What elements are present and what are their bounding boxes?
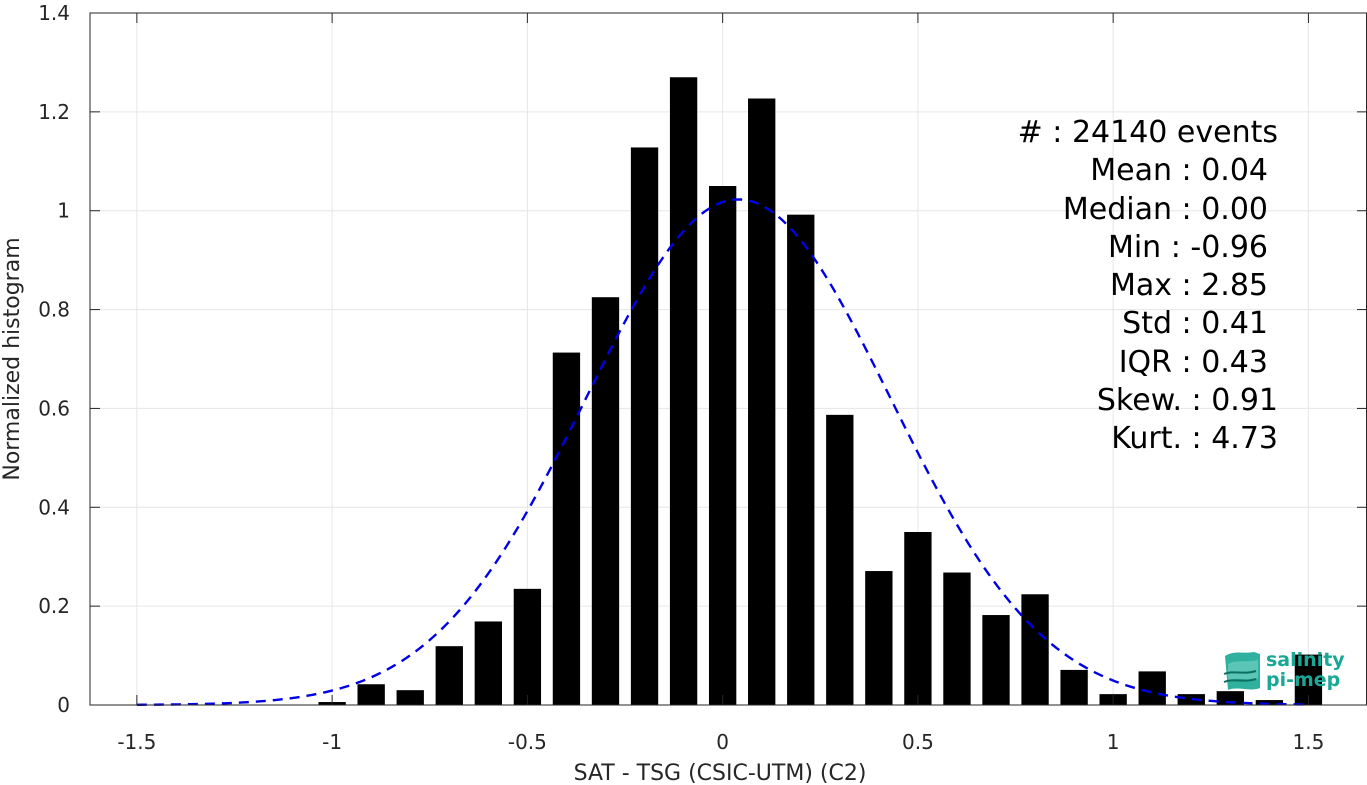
x-tick-label: -0.5 [508, 730, 547, 754]
histogram-bar [1255, 700, 1284, 705]
y-tick-label: 0 [57, 693, 70, 717]
y-axis-label: Normalized histogram [0, 237, 25, 480]
y-axis-ticks: 0 0.2 0.4 0.6 0.8 1 1.2 1.4 [38, 1, 1367, 717]
logo-text: salinity pi-mep [1266, 650, 1345, 690]
logo-line-2: pi-mep [1266, 669, 1341, 691]
stat-std: Std : 0.41 [1122, 306, 1268, 342]
histogram-bar [396, 690, 424, 705]
histogram-bar [357, 684, 385, 705]
stat-min: Min : -0.96 [1107, 229, 1268, 265]
stat-mean: Mean : 0.04 [1090, 153, 1268, 189]
y-tick-label: 0.4 [38, 495, 70, 519]
histogram-bar [787, 214, 815, 705]
histogram-bars [318, 77, 1323, 706]
y-tick-label: 0.8 [38, 298, 70, 322]
histogram-bar [435, 646, 463, 705]
histogram-bar [865, 571, 893, 705]
histogram-bar [748, 98, 776, 706]
x-axis-label: SAT - TSG (CSIC-UTM) (C2) [574, 761, 867, 785]
x-axis-ticks: -1.5 -1 -0.5 0 0.5 1 1.5 [117, 13, 1324, 754]
x-tick-label: -1 [322, 730, 342, 754]
normal-fit-curve [136, 198, 1309, 706]
histogram-bar [513, 588, 542, 705]
histogram-bar [1021, 594, 1049, 705]
logo-waves-icon [1223, 652, 1260, 690]
x-tick-label: 1.5 [1293, 730, 1325, 754]
histogram-bar [826, 414, 854, 705]
histogram-bar [1060, 669, 1088, 705]
x-tick-label: -1.5 [117, 730, 156, 754]
salinity-pimep-logo: salinity pi-mep [1222, 648, 1347, 694]
histogram-bar [943, 572, 971, 705]
histogram-bar [552, 352, 581, 705]
x-tick-label: 0.5 [902, 730, 934, 754]
histogram-bar [1177, 694, 1205, 705]
stat-skewness: Skew. : 0.91 [1096, 383, 1278, 419]
stat-median: Median : 0.00 [1062, 191, 1268, 227]
histogram-bar [708, 186, 737, 705]
logo-line-1: salinity [1266, 649, 1345, 671]
histogram-bar [904, 532, 932, 705]
x-tick-label: 1 [1107, 730, 1120, 754]
y-tick-label: 0.2 [38, 594, 70, 618]
x-tick-label: 0 [716, 730, 729, 754]
y-tick-label: 0.6 [38, 396, 70, 420]
histogram-bar [1138, 671, 1166, 705]
histogram-bar [474, 621, 502, 705]
y-tick-label: 1.4 [38, 1, 70, 25]
stat-kurtosis: Kurt. : 4.73 [1111, 421, 1278, 457]
histogram-bar [591, 297, 620, 705]
histogram-bar [669, 77, 698, 705]
statistics-box: # : 24140 events Mean : 0.04 Median : 0.… [900, 114, 1278, 459]
histogram-bar [1216, 691, 1244, 705]
stat-iqr: IQR : 0.43 [1118, 344, 1268, 380]
histogram-bar [630, 147, 659, 706]
stat-count: # : 24140 events [1017, 115, 1278, 150]
y-tick-label: 1 [57, 199, 70, 223]
y-tick-label: 1.2 [38, 100, 70, 124]
stat-max: Max : 2.85 [1110, 268, 1268, 304]
histogram-bar [982, 615, 1010, 705]
